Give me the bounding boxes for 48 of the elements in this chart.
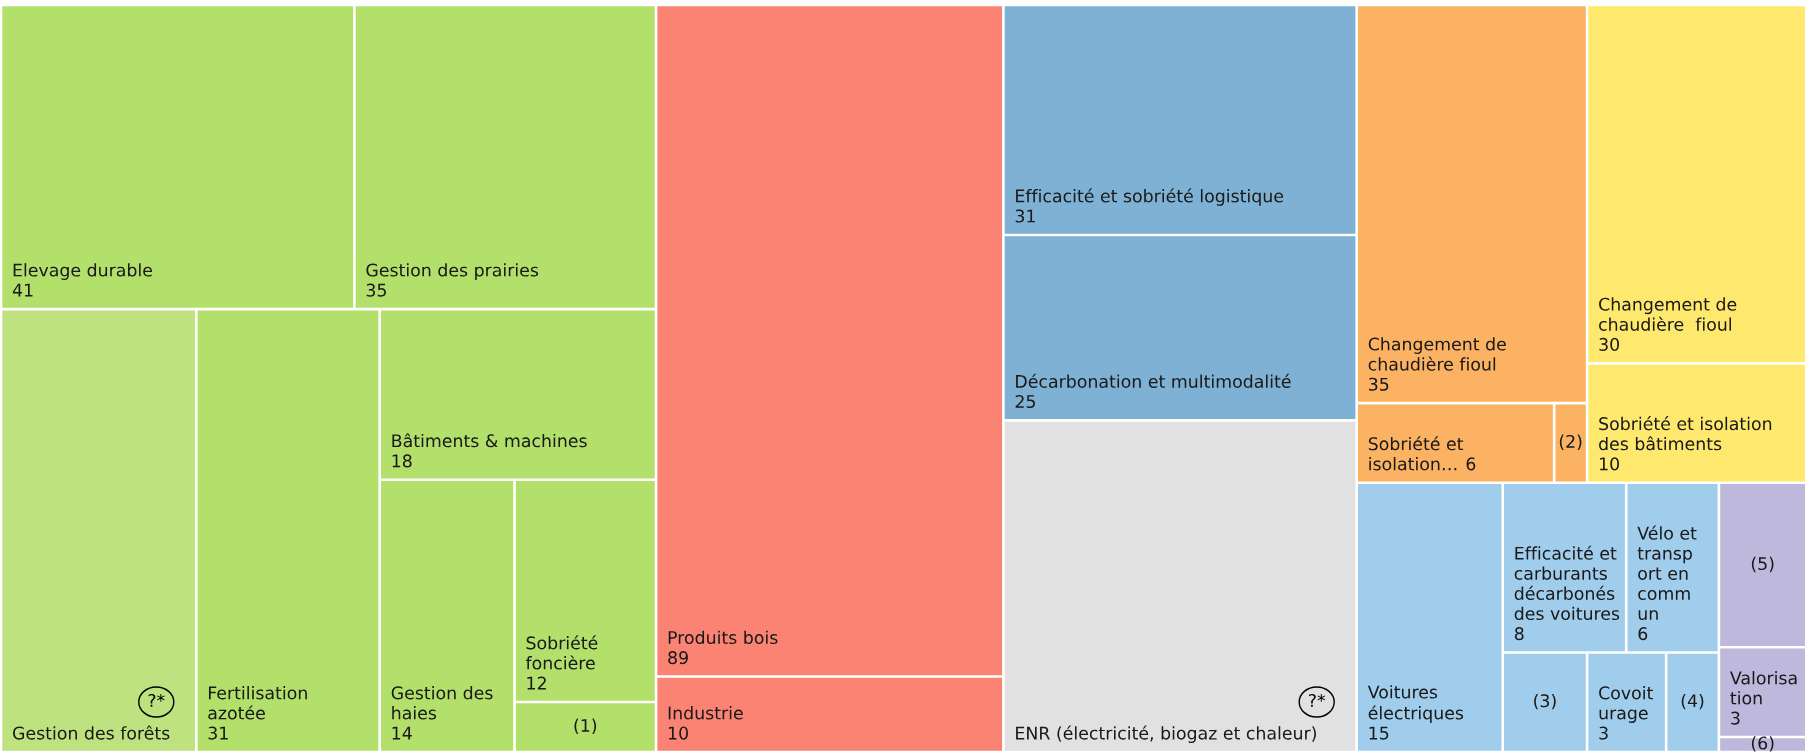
- category-label: Efficacité et sobriété logistique: [1016, 188, 1284, 206]
- category-label: Valorisa tion: [1730, 671, 1797, 705]
- data-label: 3: [1599, 726, 1608, 740]
- category-label: Voitures électriques: [1367, 685, 1464, 723]
- data-label: 15: [1369, 726, 1389, 740]
- data-label: 25: [1015, 394, 1035, 409]
- category-label: Bâtiments & machines: [392, 433, 587, 448]
- category-label: Produits bois: [668, 630, 778, 645]
- data-label: 89: [668, 651, 688, 665]
- category-label: Covoit urage: [1599, 686, 1653, 723]
- text: ?*: [148, 693, 165, 707]
- data-label: 30: [1599, 337, 1620, 351]
- category-label: (4): [1681, 693, 1704, 710]
- data-label: 3: [1731, 711, 1740, 725]
- data-label: 10: [668, 726, 688, 740]
- category-label: Sobriété et isolation…: [1368, 436, 1464, 471]
- category-label: (2): [1559, 434, 1582, 451]
- data-label: 41: [12, 283, 33, 297]
- category-label: Changement de chaudière fioul: [1368, 337, 1506, 371]
- category-label: Décarbonation et multimodalité: [1016, 373, 1291, 388]
- data-label: 8: [1514, 627, 1524, 641]
- data-label: 18: [392, 454, 412, 468]
- category-label: (3): [1534, 693, 1556, 710]
- category-label: Changement de chaudière fioul: [1599, 297, 1737, 331]
- category-label: Industrie: [668, 706, 743, 720]
- category-label: Fertilisation azotée: [208, 686, 307, 720]
- category-label: Efficacité et carburants décarbonés des voitures: [1514, 545, 1620, 621]
- category-label: Gestion des forêts: [12, 725, 170, 740]
- category-label: Sobriété foncière: [525, 635, 598, 670]
- data-label: 35: [366, 283, 386, 297]
- text: ?*: [1309, 693, 1326, 707]
- data-label: 31: [208, 726, 228, 740]
- category-label: Vélo et transp ort en comm un: [1637, 525, 1697, 621]
- category-label: (6): [1751, 736, 1774, 752]
- category-label: Elevage durable: [13, 263, 153, 280]
- category-label: Sobriété et isolation des bâtiments: [1599, 416, 1772, 451]
- data-label: 35: [1369, 377, 1389, 391]
- data-label: 12: [527, 676, 546, 690]
- data-label: 14: [392, 726, 412, 740]
- category-label: Gestion des prairies: [366, 263, 539, 280]
- category-label: Gestion des haies: [391, 686, 493, 720]
- data-label: 6: [1638, 627, 1648, 641]
- category-label: (5): [1751, 556, 1774, 573]
- data-label: 6: [1466, 457, 1476, 471]
- data-label: 31: [1015, 209, 1035, 223]
- category-label: ENR (électricité, biogaz et chaleur): [1016, 725, 1316, 743]
- category-label: (1): [574, 718, 597, 735]
- data-label: 10: [1599, 457, 1620, 471]
